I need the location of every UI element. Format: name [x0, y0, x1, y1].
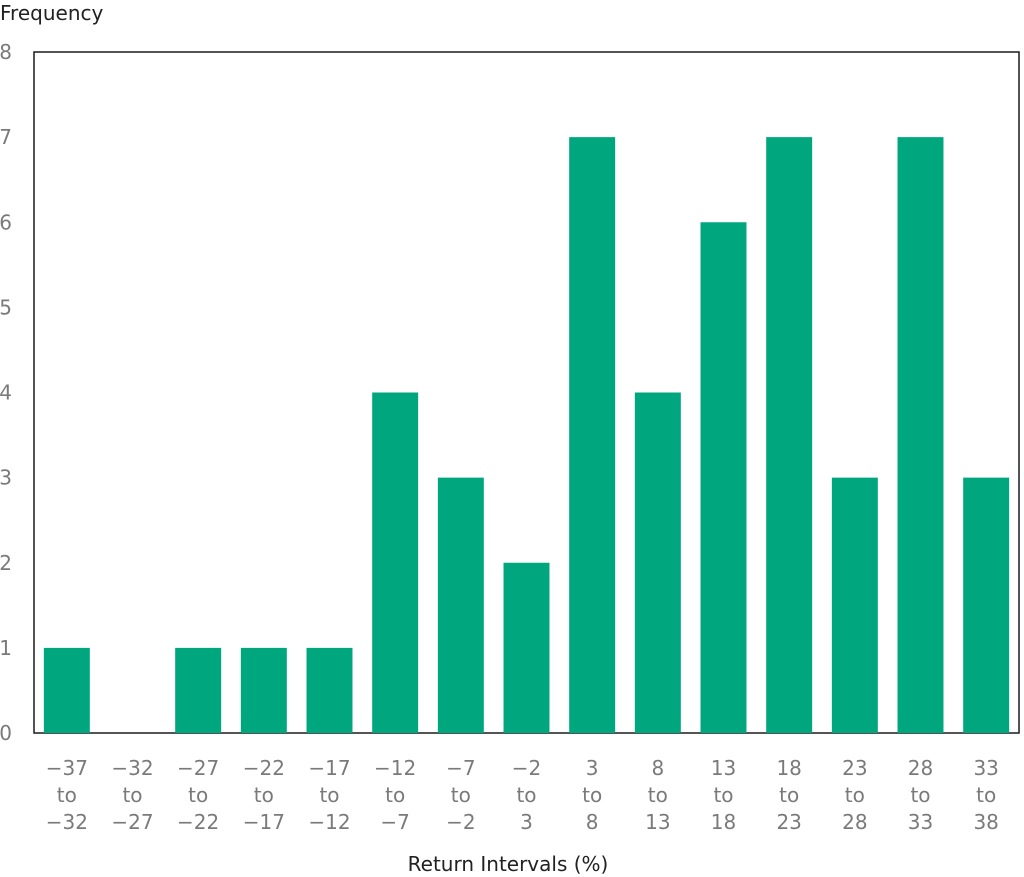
x-tick-label-line: 13 [645, 810, 670, 834]
x-tick-label-line: to [582, 783, 602, 807]
x-tick-label-line: −32 [46, 810, 88, 834]
x-tick-label: 3 to 8 [582, 756, 602, 834]
x-tick-label-line: 38 [973, 810, 998, 834]
x-tick-label-line: to [910, 783, 930, 807]
x-tick-label-line: −22 [177, 810, 219, 834]
bars [43, 137, 1010, 733]
x-tick-label-line: to [254, 783, 274, 807]
x-tick-label-line: −12 [374, 756, 416, 780]
x-tick-label: −12 to −7 [374, 756, 416, 834]
y-tick-label: 1 [0, 636, 12, 660]
bar [897, 137, 944, 733]
x-tick-label-line: 23 [842, 756, 867, 780]
y-tick-label: 2 [0, 551, 12, 575]
bar [437, 477, 484, 733]
x-tick-label-line: to [516, 783, 536, 807]
x-tick-label-line: −17 [308, 756, 350, 780]
x-tick-label: 18 to 23 [776, 756, 801, 834]
y-tick-label: 6 [0, 210, 12, 234]
x-tick-label-line: 8 [586, 810, 599, 834]
x-tick-label-line: to [451, 783, 471, 807]
y-axis-title: Frequency [0, 1, 103, 25]
x-tick-label-line: to [319, 783, 339, 807]
y-tick-label: 3 [0, 466, 12, 490]
x-tick-label: 33 to 38 [973, 756, 998, 834]
bar [766, 137, 813, 733]
x-tick-label-line: to [648, 783, 668, 807]
bar [569, 137, 616, 733]
x-tick-label-line: −32 [111, 756, 153, 780]
x-tick-label-line: to [845, 783, 865, 807]
y-axis-tick-labels: 0 1 2 3 4 5 6 7 8 [0, 40, 12, 745]
x-tick-label-line: 8 [651, 756, 664, 780]
y-tick-label: 4 [0, 381, 12, 405]
x-tick-label-line: 28 [908, 756, 933, 780]
x-tick-label-line: −22 [243, 756, 285, 780]
x-tick-label-line: 3 [586, 756, 599, 780]
x-tick-label-line: −27 [177, 756, 219, 780]
x-tick-label: −7 to −2 [446, 756, 475, 834]
x-tick-label-line: 33 [908, 810, 933, 834]
y-tick-label: 7 [0, 125, 12, 149]
y-tick-label: 5 [0, 295, 12, 319]
x-tick-label-line: 28 [842, 810, 867, 834]
x-tick-label: −22 to −17 [243, 756, 285, 834]
x-tick-label-line: to [122, 783, 142, 807]
x-tick-label-line: 18 [711, 810, 736, 834]
x-tick-label: 23 to 28 [842, 756, 867, 834]
x-tick-label-line: to [385, 783, 405, 807]
bar [240, 647, 287, 733]
x-tick-label-line: 33 [973, 756, 998, 780]
bar [963, 477, 1010, 733]
bar [306, 647, 353, 733]
x-tick-label-line: −2 [512, 756, 541, 780]
bar [175, 647, 222, 733]
x-tick-label-line: 3 [520, 810, 533, 834]
x-tick-label: −2 to 3 [512, 756, 541, 834]
x-tick-label: −37 to −32 [46, 756, 88, 834]
bar [503, 562, 550, 733]
x-tick-label-line: 13 [711, 756, 736, 780]
x-tick-label: 28 to 33 [908, 756, 933, 834]
x-tick-label: −32 to −27 [111, 756, 153, 834]
x-tick-label-line: 18 [776, 756, 801, 780]
x-tick-label-line: −12 [308, 810, 350, 834]
x-tick-label: −17 to −12 [308, 756, 350, 834]
x-tick-label-line: to [976, 783, 996, 807]
x-tick-label-line: to [713, 783, 733, 807]
x-tick-label-line: −7 [380, 810, 409, 834]
x-tick-label-line: to [188, 783, 208, 807]
x-tick-label-line: −7 [446, 756, 475, 780]
bar [43, 647, 90, 733]
x-tick-label-line: 23 [776, 810, 801, 834]
x-tick-label-line: −17 [243, 810, 285, 834]
x-tick-label-line: −2 [446, 810, 475, 834]
bar [700, 222, 747, 733]
x-axis-tick-labels: −37to−32−32to−27−27to−22−22to−17−17to−12… [46, 756, 999, 834]
x-tick-label: 8 to 13 [645, 756, 670, 834]
x-tick-label-line: to [57, 783, 77, 807]
x-tick-label-line: to [779, 783, 799, 807]
x-axis-title: Return Intervals (%) [408, 852, 609, 876]
y-tick-label: 8 [0, 40, 12, 64]
bar [634, 392, 681, 733]
bar [372, 392, 419, 733]
x-tick-label-line: −37 [46, 756, 88, 780]
x-tick-label: −27 to −22 [177, 756, 219, 834]
x-tick-label: 13 to 18 [711, 756, 736, 834]
x-tick-label-line: −27 [111, 810, 153, 834]
y-tick-label: 0 [0, 721, 12, 745]
bar [831, 477, 878, 733]
